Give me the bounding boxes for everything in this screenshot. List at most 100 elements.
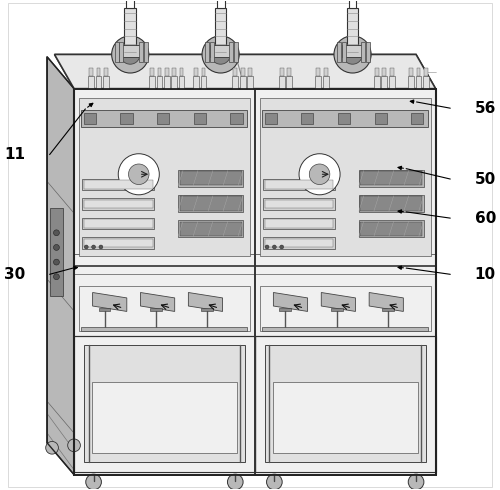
Text: 30: 30 [4, 267, 25, 282]
Bar [375, 68, 379, 76]
Bar [263, 218, 335, 229]
Bar [82, 179, 154, 190]
Bar [322, 76, 328, 89]
Circle shape [118, 154, 160, 195]
Bar [120, 42, 124, 62]
Circle shape [272, 245, 276, 249]
Bar [264, 200, 334, 208]
Bar [263, 198, 335, 210]
Circle shape [120, 45, 140, 64]
Circle shape [266, 474, 282, 490]
Circle shape [310, 164, 330, 185]
Bar [286, 76, 292, 89]
Text: 56: 56 [474, 100, 496, 116]
Bar [342, 45, 363, 57]
Bar [88, 76, 94, 89]
Bar [82, 218, 154, 229]
Bar [120, 45, 141, 57]
Bar [205, 42, 209, 62]
Bar [180, 196, 242, 211]
Bar [74, 89, 436, 475]
Polygon shape [188, 293, 222, 312]
Bar [194, 76, 199, 89]
Bar [210, 45, 232, 57]
Bar [180, 171, 242, 185]
Bar [331, 308, 342, 312]
Bar [158, 68, 162, 76]
Bar [200, 76, 206, 89]
Bar [360, 196, 422, 211]
Bar [234, 42, 238, 62]
Bar [150, 308, 162, 312]
Bar [264, 239, 334, 247]
Bar [342, 42, 345, 62]
Bar [103, 76, 108, 89]
Bar [144, 42, 148, 62]
Polygon shape [369, 293, 404, 312]
Bar [359, 195, 424, 212]
Bar [280, 68, 283, 76]
Bar [104, 68, 108, 76]
Bar [316, 76, 322, 89]
Text: 50: 50 [474, 172, 496, 187]
Bar [84, 180, 152, 189]
Text: 60: 60 [474, 211, 496, 225]
Bar [416, 68, 420, 76]
Circle shape [228, 474, 243, 490]
Bar [120, 113, 132, 124]
Bar [150, 76, 155, 89]
Bar [234, 68, 237, 76]
Bar [338, 113, 350, 124]
Bar [156, 76, 162, 89]
Circle shape [54, 245, 60, 250]
Bar [264, 220, 334, 227]
Bar [230, 42, 234, 62]
Bar [84, 239, 152, 247]
Bar [359, 220, 424, 238]
Circle shape [299, 154, 340, 195]
Bar [178, 76, 184, 89]
Bar [194, 68, 198, 76]
Bar [346, 8, 358, 54]
Bar [79, 98, 250, 256]
Polygon shape [47, 57, 74, 475]
Bar [84, 220, 152, 227]
Bar [337, 42, 341, 62]
Bar [260, 98, 430, 256]
Bar [84, 113, 96, 124]
Bar [84, 200, 152, 208]
Bar [264, 180, 334, 189]
Circle shape [343, 45, 362, 64]
Bar [423, 76, 429, 89]
Bar [164, 76, 170, 89]
Bar [126, 0, 134, 8]
Bar [240, 76, 246, 89]
Bar [287, 68, 291, 76]
Circle shape [265, 245, 269, 249]
Bar [50, 208, 64, 296]
Bar [124, 8, 136, 54]
Bar [279, 76, 284, 89]
Bar [248, 68, 252, 76]
Polygon shape [54, 54, 436, 89]
Circle shape [99, 245, 103, 249]
Circle shape [211, 45, 231, 64]
Circle shape [334, 36, 371, 73]
Bar [374, 76, 380, 89]
Bar [216, 0, 224, 8]
Circle shape [202, 36, 239, 73]
Polygon shape [54, 54, 436, 89]
Circle shape [86, 474, 102, 490]
Bar [262, 327, 428, 331]
Bar [360, 221, 422, 236]
Bar [215, 8, 226, 54]
Bar [409, 68, 413, 76]
Bar [202, 308, 213, 312]
Bar [96, 76, 102, 89]
Circle shape [54, 259, 60, 265]
Bar [382, 308, 394, 312]
Bar [114, 42, 118, 62]
Bar [79, 286, 250, 331]
Bar [272, 383, 418, 453]
Circle shape [84, 245, 88, 249]
